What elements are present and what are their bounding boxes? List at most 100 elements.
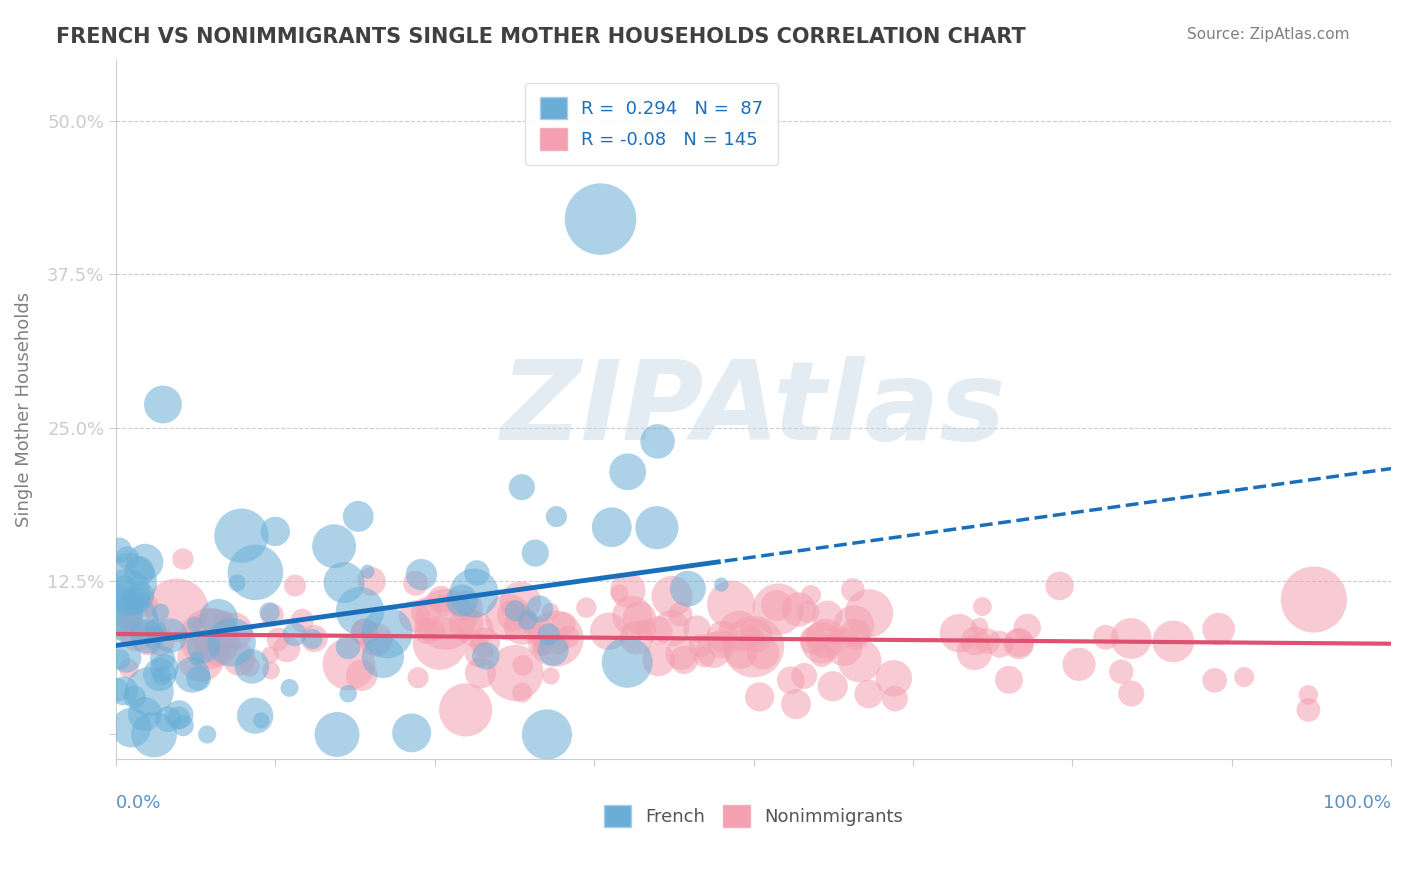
Point [617, 583, 640, 598]
Point [616, 465, 638, 479]
Point [531, 638, 554, 652]
Point [748, 690, 770, 704]
Point [243, 708, 266, 723]
Point [616, 656, 638, 670]
Point [553, 617, 575, 632]
Point [728, 624, 751, 639]
Point [121, 614, 143, 628]
Point [647, 624, 669, 638]
Point [135, 598, 157, 612]
Point [228, 652, 250, 666]
Point [858, 606, 880, 620]
Point [509, 595, 531, 609]
Point [1298, 703, 1320, 717]
Point [710, 577, 733, 591]
Point [405, 576, 427, 591]
Point [1111, 665, 1133, 679]
Point [159, 629, 181, 643]
Point [347, 509, 370, 524]
Point [423, 624, 446, 638]
Point [326, 727, 349, 741]
Point [451, 593, 474, 607]
Point [433, 599, 456, 613]
Point [1008, 637, 1031, 651]
Text: 100.0%: 100.0% [1323, 794, 1391, 812]
Point [129, 588, 152, 602]
Point [463, 586, 485, 600]
Point [720, 598, 742, 612]
Point [645, 521, 668, 535]
Point [976, 634, 998, 648]
Point [1208, 622, 1230, 636]
Point [537, 627, 560, 641]
Point [669, 607, 692, 622]
Point [278, 681, 301, 695]
Point [152, 397, 174, 411]
Point [972, 599, 994, 614]
Point [284, 578, 307, 592]
Point [150, 668, 173, 682]
Point [302, 632, 325, 646]
Point [510, 619, 533, 633]
Point [167, 707, 190, 722]
Point [575, 600, 598, 615]
Point [120, 614, 142, 628]
Point [1094, 630, 1116, 644]
Point [948, 626, 970, 640]
Point [115, 650, 138, 665]
Point [703, 643, 725, 657]
Point [502, 608, 524, 623]
Point [276, 641, 298, 656]
Point [112, 684, 135, 698]
Point [647, 434, 669, 449]
Point [498, 610, 520, 624]
Point [832, 640, 855, 654]
Point [793, 669, 815, 683]
Point [166, 603, 188, 617]
Point [411, 567, 433, 582]
Point [609, 586, 631, 600]
Point [145, 622, 167, 636]
Point [454, 703, 477, 717]
Point [134, 555, 156, 569]
Text: FRENCH VS NONIMMIGRANTS SINGLE MOTHER HOUSEHOLDS CORRELATION CHART: FRENCH VS NONIMMIGRANTS SINGLE MOTHER HO… [56, 27, 1026, 46]
Point [406, 671, 429, 685]
Point [353, 624, 375, 639]
Point [785, 697, 807, 711]
Point [260, 664, 283, 678]
Point [510, 480, 533, 494]
Point [125, 627, 148, 641]
Point [124, 690, 146, 704]
Point [245, 566, 267, 580]
Point [250, 714, 273, 728]
Point [202, 625, 225, 640]
Point [172, 718, 194, 732]
Point [884, 691, 907, 706]
Point [259, 606, 281, 620]
Point [231, 529, 253, 543]
Point [634, 623, 657, 637]
Point [125, 594, 148, 608]
Point [108, 543, 131, 558]
Point [149, 605, 172, 619]
Point [811, 648, 834, 662]
Point [1121, 632, 1143, 646]
Point [259, 648, 281, 662]
Point [815, 608, 838, 623]
Point [114, 597, 136, 611]
Point [371, 649, 394, 664]
Point [988, 637, 1011, 651]
Point [474, 635, 496, 649]
Point [415, 606, 437, 620]
Point [671, 647, 693, 661]
Point [768, 602, 790, 616]
Point [626, 631, 648, 645]
Point [516, 614, 538, 628]
Point [557, 630, 579, 644]
Point [787, 602, 810, 616]
Point [505, 665, 527, 680]
Point [544, 632, 567, 646]
Point [858, 687, 880, 701]
Point [122, 614, 145, 628]
Point [540, 669, 562, 683]
